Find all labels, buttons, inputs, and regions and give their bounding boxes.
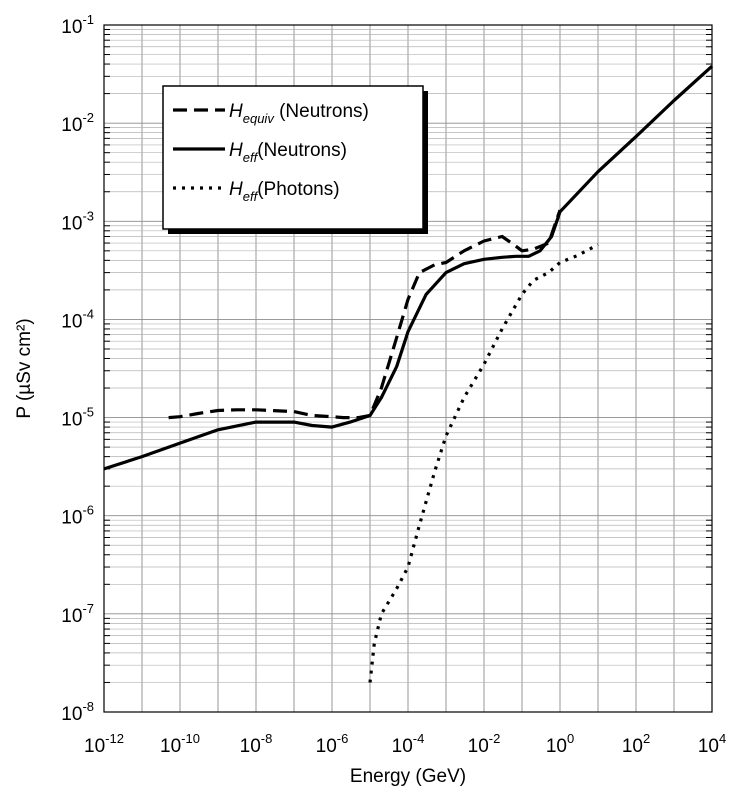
- x-tick-label: 10-4: [392, 731, 425, 757]
- plot-frame: [103, 24, 713, 713]
- y-tick-label: 10-4: [61, 306, 94, 332]
- x-tick-label: 10-6: [316, 731, 349, 757]
- legend-items: Hequiv (Neutrons) Heff(Neutrons) Heff(Phot…: [173, 101, 369, 204]
- x-tick-label: 10-8: [240, 731, 273, 757]
- x-tick-label: 100: [546, 731, 574, 757]
- y-tick-label: 10-5: [61, 405, 94, 431]
- x-tick-label: 10-12: [84, 731, 124, 757]
- x-tick-label: 104: [698, 731, 726, 757]
- y-tick-label: 10-6: [61, 503, 94, 529]
- x-tick-label: 102: [622, 731, 650, 757]
- series-line-1: [103, 65, 714, 471]
- series-layer: [103, 65, 714, 683]
- legend: Hequiv (Neutrons) Heff(Neutrons) Heff(Phot…: [162, 85, 428, 234]
- legend-label-0: Hequiv (Neutrons): [229, 101, 369, 126]
- y-tick-label: 10-8: [61, 699, 94, 725]
- y-tick-label: 10-7: [61, 601, 94, 627]
- y-axis-label: P (µSv cm²): [14, 318, 35, 418]
- y-tick-label: 10-3: [61, 208, 94, 234]
- x-tick-labels: 10-12 10-10 10-8 10-6 10-4 10-2 100 102 104: [84, 731, 726, 757]
- x-axis-label: Energy (GeV): [350, 766, 466, 787]
- legend-label-1: Heff(Neutrons): [229, 140, 347, 165]
- series-line-2: [368, 243, 599, 683]
- series-line-0: [168, 209, 562, 420]
- y-tick-label: 10-2: [61, 110, 94, 136]
- x-tick-label: 10-2: [468, 731, 501, 757]
- y-tick-label: 10-1: [61, 12, 94, 38]
- y-tick-labels: 10-8 10-7 10-6 10-5 10-4 10-3 10-2 10-1: [61, 12, 94, 725]
- legend-label-2: Heff(Photons): [229, 179, 340, 204]
- x-tick-label: 10-10: [160, 731, 200, 757]
